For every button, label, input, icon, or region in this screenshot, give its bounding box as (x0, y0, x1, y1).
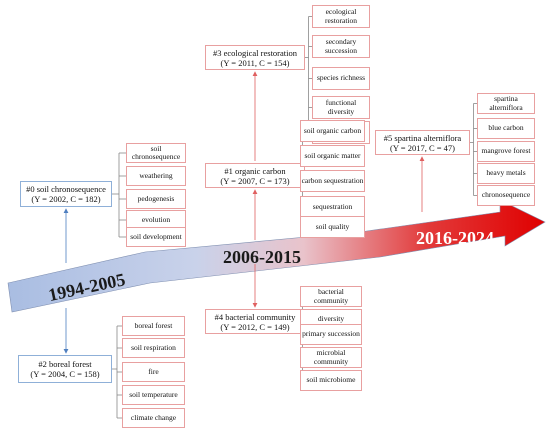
cluster-info: (Y = 2007, C = 173) (220, 175, 290, 186)
cluster-info: (Y = 2017, C = 47) (390, 142, 455, 153)
keyword: soil organic matter (300, 145, 365, 167)
keyword: blue carbon (477, 118, 535, 139)
cluster-info: (Y = 2004, C = 158) (30, 369, 100, 379)
keyword: boreal forest (122, 316, 185, 336)
period-label: 2006-2015 (223, 247, 301, 267)
keyword: primary succession (300, 324, 362, 345)
keyword: ecological restoration (312, 5, 370, 28)
cluster-info: (Y = 2011, C = 154) (220, 57, 290, 68)
keyword: soil organic carbon (300, 120, 365, 142)
keyword: soil quality (300, 216, 365, 238)
keyword: soil chronosequence (126, 143, 186, 163)
keyword: soil microbiome (300, 370, 362, 391)
keyword: climate change (122, 408, 185, 428)
keyword: species richness (312, 67, 370, 90)
cluster-info: (Y = 2002, C = 182) (31, 194, 101, 204)
keyword: bacterial community (300, 286, 362, 307)
cluster-box: #3 ecological restoration (Y = 2011, C = … (205, 45, 305, 70)
cluster-label: #2 boreal forest (38, 359, 92, 369)
keyword: weathering (126, 166, 186, 186)
period-label: 2016-2024 (416, 228, 494, 248)
keyword: mangrove forest (477, 141, 535, 162)
keyword: soil temperature (122, 385, 185, 405)
cluster-box: #4 bacterial community (Y = 2012, C = 149… (205, 309, 305, 334)
cluster-info: (Y = 2012, C = 149) (220, 321, 290, 332)
cluster-label: #3 ecological restoration (212, 47, 298, 58)
keyword: soil development (126, 227, 186, 247)
keyword: functional diversity (312, 96, 370, 119)
cluster-label: #0 soil chronosequence (26, 184, 106, 194)
keyword: fire (122, 362, 185, 382)
cluster-box: #1 organic carbon (Y = 2007, C = 173) (205, 163, 305, 188)
keyword: heavy metals (477, 163, 535, 184)
cluster-box: #5 spartina alterniflora (Y = 2017, C = 4… (375, 130, 470, 155)
keyword: pedogenesis (126, 189, 186, 209)
cluster-label: #5 spartina alterniflora (383, 132, 462, 143)
keyword: secondary succession (312, 35, 370, 58)
cluster-box: #0 soil chronosequence (Y = 2002, C = 182… (20, 181, 112, 207)
cluster-label: #1 organic carbon (224, 165, 286, 176)
keyword: microbial community (300, 347, 362, 368)
keyword: chronosequence (477, 185, 535, 206)
keyword: carbon sequestration (300, 170, 365, 192)
keyword: sequestration (300, 196, 365, 218)
keyword: spartina alterniflora (477, 93, 535, 114)
cluster-box: #2 boreal forest (Y = 2004, C = 158) (18, 355, 112, 383)
cluster-label: #4 bacterial community (214, 311, 296, 322)
keyword: soil respiration (122, 338, 185, 358)
